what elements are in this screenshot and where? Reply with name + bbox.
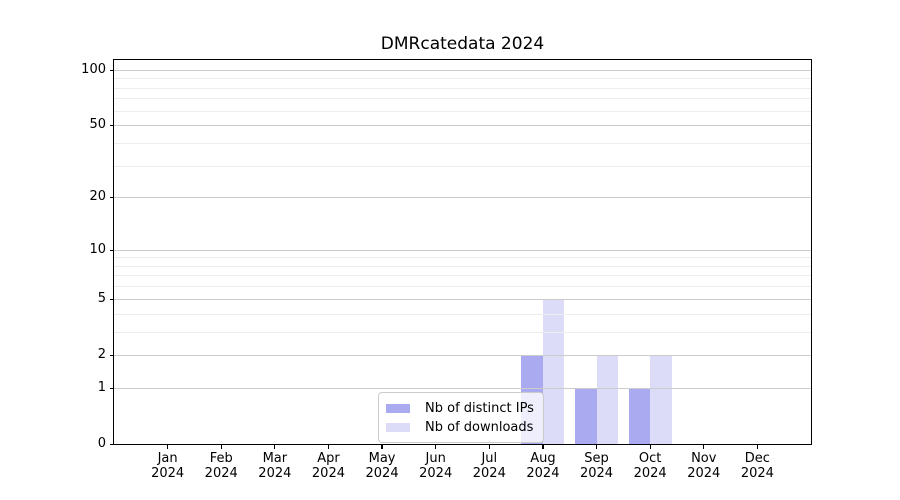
x-tick-label: Nov 2024 xyxy=(687,451,721,481)
y-tick-mark xyxy=(109,69,114,71)
x-tick-label: Sep 2024 xyxy=(579,451,614,481)
y-tick-label: 1 xyxy=(97,379,106,395)
x-tick-label: Mar 2024 xyxy=(258,451,292,481)
legend-item-downloads: Nb of downloads xyxy=(386,418,535,436)
y-tick-label: 2 xyxy=(97,346,106,362)
legend-swatch-downloads xyxy=(386,422,410,432)
y-tick-mark xyxy=(109,125,114,127)
major-gridline xyxy=(114,69,811,71)
minor-gridline xyxy=(114,165,811,167)
grid-layer xyxy=(114,60,811,444)
y-tick-label: 5 xyxy=(97,290,106,306)
x-tick-mark xyxy=(756,444,758,449)
minor-gridline xyxy=(114,142,811,144)
minor-gridline xyxy=(114,257,811,259)
minor-gridline xyxy=(114,78,811,80)
x-tick-mark xyxy=(649,444,651,449)
x-tick-label: Dec 2024 xyxy=(740,451,774,481)
x-tick-mark xyxy=(220,444,222,449)
x-tick-mark xyxy=(488,444,490,449)
x-tick-label: Feb 2024 xyxy=(204,451,238,481)
legend-item-distinct-ips: Nb of distinct IPs xyxy=(386,399,535,417)
minor-gridline xyxy=(114,331,811,333)
legend-swatch-distinct-ips xyxy=(386,403,410,413)
bar-downloads-aug xyxy=(542,298,565,444)
y-tick-label: 10 xyxy=(89,241,106,257)
major-gridline xyxy=(114,249,811,251)
major-gridline xyxy=(114,387,811,389)
chart-title: DMRcatedata 2024 xyxy=(380,34,545,54)
x-tick-mark xyxy=(327,444,330,449)
bar-downloads-oct xyxy=(650,354,672,444)
minor-gridline xyxy=(114,98,811,100)
minor-gridline xyxy=(114,265,811,267)
major-gridline xyxy=(114,354,811,356)
x-tick-label: Jan 2024 xyxy=(151,451,185,481)
x-tick-mark xyxy=(703,444,705,449)
y-tick-label: 0 xyxy=(97,436,106,451)
x-tick-label: Jun 2024 xyxy=(419,451,453,481)
legend-label-distinct-ips: Nb of distinct IPs xyxy=(425,400,534,416)
x-tick-label: May 2024 xyxy=(365,451,399,481)
bar-downloads-sep xyxy=(596,354,619,444)
y-tick-mark xyxy=(109,197,114,199)
x-tick-mark xyxy=(381,444,383,449)
x-tick-mark xyxy=(435,444,437,449)
major-gridline xyxy=(114,298,811,300)
minor-gridline xyxy=(114,110,811,112)
x-tick-mark xyxy=(595,444,598,449)
legend-label-downloads: Nb of downloads xyxy=(425,419,534,435)
y-tick-mark xyxy=(109,387,114,389)
y-tick-label: 50 xyxy=(89,117,106,133)
legend: Nb of distinct IPs Nb of downloads xyxy=(378,392,544,443)
major-gridline xyxy=(114,125,811,127)
x-tick-label: Apr 2024 xyxy=(311,451,345,481)
y-tick-label: 100 xyxy=(81,61,106,77)
x-tick-mark xyxy=(167,444,169,449)
x-tick-label: Jul 2024 xyxy=(472,451,506,481)
y-tick-mark xyxy=(109,354,114,357)
minor-gridline xyxy=(114,275,811,277)
x-tick-label: Aug 2024 xyxy=(526,451,560,481)
plot-area xyxy=(113,59,812,445)
minor-gridline xyxy=(114,286,811,288)
y-tick-mark xyxy=(109,298,114,300)
x-tick-label: Oct 2024 xyxy=(633,451,667,481)
minor-gridline xyxy=(114,313,811,315)
x-tick-mark xyxy=(274,444,276,449)
x-tick-mark xyxy=(542,444,544,449)
bar-distinct-ips-sep xyxy=(575,387,597,444)
y-tick-mark xyxy=(109,249,114,251)
y-tick-mark xyxy=(109,444,114,446)
bar-distinct-ips-oct xyxy=(628,387,651,444)
minor-gridline xyxy=(114,87,811,89)
major-gridline xyxy=(114,197,811,199)
y-tick-label: 20 xyxy=(89,189,106,205)
